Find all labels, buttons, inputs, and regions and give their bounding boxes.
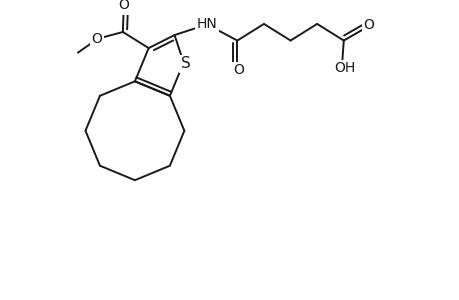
Text: O: O xyxy=(91,32,102,46)
Text: O: O xyxy=(362,18,373,32)
Text: OH: OH xyxy=(333,61,354,75)
Text: S: S xyxy=(180,56,190,71)
Text: O: O xyxy=(232,63,243,77)
Text: HN: HN xyxy=(196,16,217,31)
Text: O: O xyxy=(118,0,129,12)
